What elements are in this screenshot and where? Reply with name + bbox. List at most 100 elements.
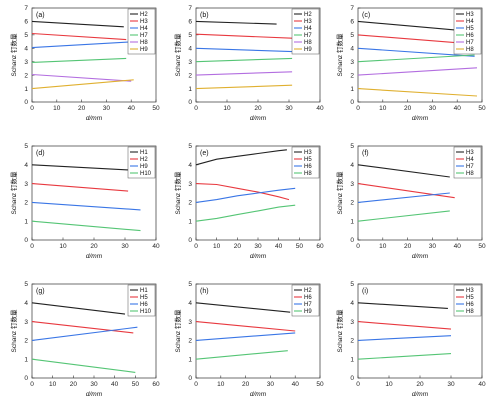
panel: 0 10 20 30 40 0 1 2 3 4 5 6 7 d/mm Schanz 钉数量 (b) H2H3H4…: [173, 5, 324, 122]
x-tick-label: 20: [254, 105, 262, 112]
x-tick-label: 60: [316, 243, 324, 250]
x-tick-label: 10: [49, 381, 57, 388]
y-axis-label: Schanz 钉数量: [9, 309, 18, 352]
y-tick-label: 0: [188, 375, 192, 382]
x-tick-label: 0: [30, 243, 34, 250]
series-line: [31, 32, 127, 41]
x-tick-label: 30: [429, 243, 437, 250]
series-line: [195, 33, 293, 39]
series-line: [31, 302, 126, 315]
y-tick-label: 4: [188, 45, 192, 52]
y-tick-label: 1: [188, 86, 192, 93]
panel: 0 10 20 30 40 50 60 0 1 2 3 4 5 d/mm Schanz 钉数量 (e) H3H5…: [173, 143, 324, 260]
y-tick-label: 5: [350, 143, 354, 150]
y-tick-label: 0: [24, 99, 28, 106]
y-tick-label: 0: [350, 99, 354, 106]
series-line: [195, 302, 291, 313]
panel-label: (b): [200, 12, 209, 19]
panel-label: (a): [36, 12, 45, 19]
panel: 0 10 20 30 40 50 0 1 2 3 4 5 d/mm Schanz 钉数量 (h) H2H6H7…: [173, 281, 324, 398]
y-tick-label: 6: [188, 19, 192, 26]
legend-label: H3: [466, 12, 474, 18]
x-tick-label: 30: [254, 243, 262, 250]
y-tick-label: 3: [24, 59, 28, 66]
plot-frame: [31, 7, 157, 103]
x-tick-label: 30: [90, 381, 98, 388]
y-tick-label: 0: [350, 375, 354, 382]
legend-label: H4: [304, 26, 312, 32]
y-axis-label: Schanz 钉数量: [173, 171, 182, 214]
y-tick-label: 7: [188, 5, 192, 12]
series-line: [195, 47, 293, 53]
legend-label: H10: [140, 309, 152, 315]
panel: 0 10 20 30 40 0 1 2 3 4 5 d/mm Schanz 钉数量 (d) H1H2H9H1…: [9, 143, 160, 260]
y-tick-label: 5: [188, 32, 192, 39]
x-tick-label: 60: [152, 381, 160, 388]
legend-label: H8: [466, 171, 474, 177]
y-tick-label: 3: [188, 181, 192, 188]
y-tick-label: 4: [350, 45, 354, 52]
legend-label: H5: [140, 295, 148, 301]
y-tick-label: 3: [350, 319, 354, 326]
series-line: [195, 187, 296, 203]
x-axis-label: d/mm: [86, 253, 103, 260]
legend-label: H6: [304, 295, 312, 301]
x-tick-label: 30: [267, 381, 275, 388]
x-tick-label: 40: [454, 243, 462, 250]
x-axis-label: d/mm: [86, 391, 103, 398]
x-tick-label: 30: [103, 105, 111, 112]
y-tick-label: 2: [188, 338, 192, 345]
y-axis-label: Schanz 钉数量: [173, 33, 182, 76]
y-axis-label: Schanz 钉数量: [9, 33, 18, 76]
series-line: [195, 183, 290, 201]
legend-label: H8: [466, 47, 474, 53]
x-tick-label: 30: [285, 105, 293, 112]
x-tick-label: 20: [404, 105, 412, 112]
y-tick-label: 1: [350, 218, 354, 225]
y-tick-label: 4: [350, 300, 354, 307]
y-tick-label: 5: [350, 281, 354, 288]
x-axis-label: d/mm: [412, 391, 429, 398]
x-tick-label: 20: [404, 243, 412, 250]
x-tick-label: 40: [128, 105, 136, 112]
y-tick-label: 3: [188, 319, 192, 326]
series-line: [357, 353, 452, 360]
x-tick-label: 10: [213, 243, 221, 250]
legend-label: H3: [140, 19, 148, 25]
legend-label: H6: [140, 302, 148, 308]
plot-frame: [357, 145, 483, 241]
y-tick-label: 2: [188, 72, 192, 79]
series-line: [195, 57, 293, 63]
series-line: [31, 20, 124, 28]
panel-label: (g): [36, 288, 45, 295]
y-tick-label: 1: [24, 218, 28, 225]
legend-label: H2: [304, 288, 312, 294]
y-tick-label: 0: [188, 237, 192, 244]
panel: 0 10 20 30 40 50 60 0 1 2 3 4 5 d/mm Schanz 钉数量 (g) H1H5…: [9, 281, 160, 398]
y-axis-label: Schanz 钉数量: [173, 309, 182, 352]
panel: 0 10 20 30 40 50 0 1 2 3 4 5 6 7 d/mm Schanz 钉数量 (c) H3H4…: [335, 5, 486, 122]
series-line: [357, 20, 465, 32]
series-line: [357, 54, 475, 63]
y-tick-label: 1: [24, 356, 28, 363]
y-tick-label: 1: [350, 356, 354, 363]
x-tick-label: 10: [379, 243, 387, 250]
x-tick-label: 40: [292, 381, 300, 388]
y-tick-label: 5: [188, 281, 192, 288]
legend-box: [453, 8, 482, 55]
y-tick-label: 1: [350, 86, 354, 93]
series-line: [357, 183, 455, 199]
y-tick-label: 6: [350, 19, 354, 26]
series-line: [31, 358, 136, 373]
y-tick-label: 0: [24, 237, 28, 244]
y-tick-label: 3: [350, 181, 354, 188]
y-tick-label: 5: [24, 143, 28, 150]
x-tick-label: 20: [90, 243, 98, 250]
x-axis-label: d/mm: [86, 115, 103, 122]
y-tick-label: 4: [188, 300, 192, 307]
series-line: [195, 350, 288, 360]
y-tick-label: 1: [188, 356, 192, 363]
legend-box: [291, 8, 320, 55]
legend-label: H3: [304, 19, 312, 25]
